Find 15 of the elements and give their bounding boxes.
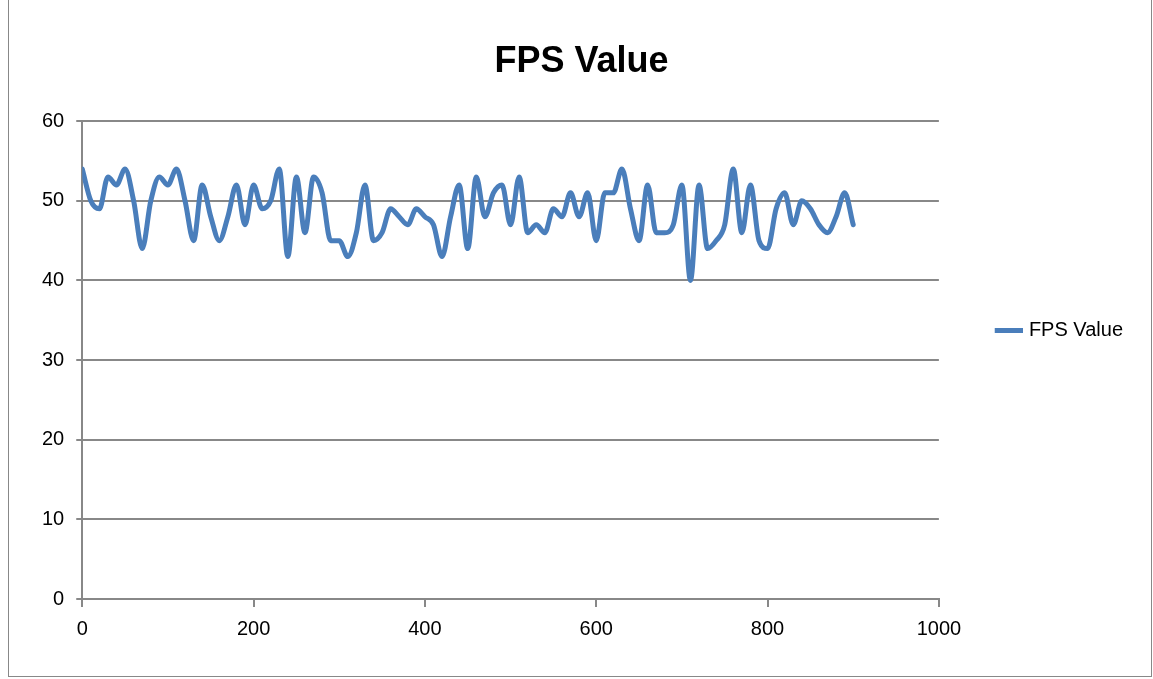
y-tick-label: 60 xyxy=(42,108,65,131)
x-tick-label: 1000 xyxy=(916,616,962,639)
y-tick-label: 30 xyxy=(42,347,65,370)
y-tick-label: 50 xyxy=(42,188,65,211)
legend-label: FPS Value xyxy=(1028,318,1123,341)
chart-title: FPS Value xyxy=(494,38,669,80)
x-tick-label: 600 xyxy=(579,616,613,639)
x-tick-label: 800 xyxy=(750,616,785,639)
x-tick-label: 200 xyxy=(236,616,271,639)
x-tick-label: 400 xyxy=(408,616,442,639)
y-tick-label: 20 xyxy=(42,427,65,450)
y-tick-label: 10 xyxy=(42,506,65,529)
y-tick-label: 0 xyxy=(53,586,65,609)
x-tick-label: 0 xyxy=(76,616,88,639)
y-tick-label: 40 xyxy=(42,267,65,290)
